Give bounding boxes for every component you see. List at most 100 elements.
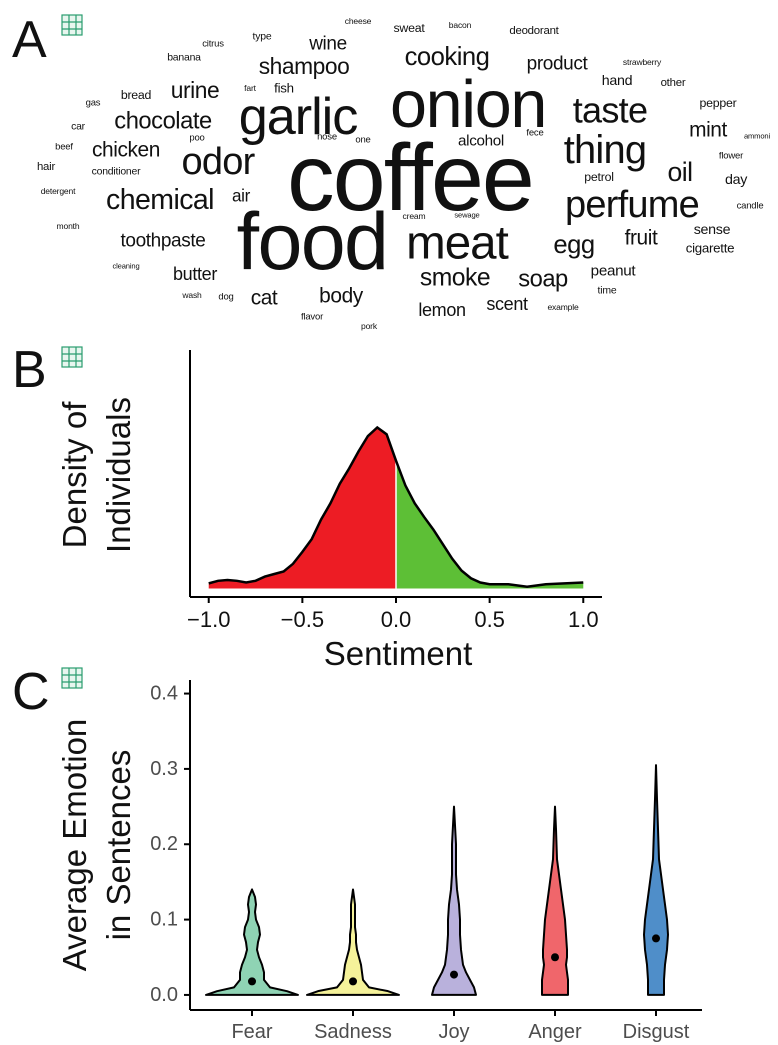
word: dog xyxy=(218,292,233,303)
x-axis-label: Sentiment xyxy=(324,635,473,672)
icon xyxy=(61,14,83,689)
violin xyxy=(643,764,669,996)
x-tick-label: −0.5 xyxy=(281,607,324,632)
word: sweat xyxy=(393,21,425,35)
word: gas xyxy=(86,98,101,109)
word: strawberry xyxy=(623,57,662,67)
word: hair xyxy=(37,161,56,173)
x-tick-label: Sadness xyxy=(314,1021,392,1043)
x-tick-label: 0.5 xyxy=(474,607,505,632)
panel-label: B xyxy=(12,341,47,399)
density-line xyxy=(208,425,584,589)
y-axis-label: in Sentences xyxy=(100,750,137,941)
mean-dot xyxy=(551,953,559,962)
word: time xyxy=(598,286,617,297)
x-tick-label: Joy xyxy=(438,1021,469,1043)
word: other xyxy=(661,77,686,89)
y-axis-label: Average Emotion xyxy=(56,719,93,972)
word: chicken xyxy=(92,139,160,162)
word: peanut xyxy=(591,263,637,280)
y-tick-label: 0.1 xyxy=(150,909,178,931)
word: coffee xyxy=(287,125,533,231)
word: food xyxy=(237,197,388,287)
word: cream xyxy=(403,211,426,221)
mean-dot xyxy=(450,970,458,979)
word: candle xyxy=(737,201,764,212)
word: sense xyxy=(694,222,731,238)
word: type xyxy=(253,32,272,43)
word: flower xyxy=(719,151,743,162)
word: detergent xyxy=(41,186,76,196)
word: ammoni xyxy=(744,132,771,141)
word: egg xyxy=(553,231,594,259)
word: deodorant xyxy=(509,25,559,37)
violin xyxy=(205,888,299,996)
word: alcohol xyxy=(458,133,504,150)
word: wash xyxy=(181,290,202,300)
y-tick-label: 0.0 xyxy=(150,984,178,1006)
word: bacon xyxy=(449,20,472,30)
x-tick-label: Fear xyxy=(231,1021,272,1043)
word: fruit xyxy=(625,227,658,250)
x-tick-label: Anger xyxy=(528,1021,582,1043)
violin xyxy=(306,888,400,996)
word: butter xyxy=(173,264,217,284)
violin xyxy=(431,805,477,996)
word: chocolate xyxy=(114,108,212,135)
word: pork xyxy=(361,321,378,331)
mean-dot xyxy=(248,977,256,986)
word: fish xyxy=(274,81,294,96)
word: toothpaste xyxy=(121,231,206,252)
word: scent xyxy=(486,294,528,314)
panel-label: A xyxy=(12,11,47,69)
word: conditioner xyxy=(92,167,141,178)
word: cat xyxy=(251,287,278,310)
word: perfume xyxy=(565,184,699,226)
word: example xyxy=(547,302,579,312)
word: wine xyxy=(308,34,347,55)
word: product xyxy=(527,54,589,75)
word: odor xyxy=(181,141,255,183)
y-tick-label: 0.4 xyxy=(150,683,178,705)
violin xyxy=(541,805,569,996)
word: oil xyxy=(667,157,692,187)
panel-label: C xyxy=(12,663,50,721)
x-tick-label: −1.0 xyxy=(187,607,230,632)
word: bread xyxy=(121,88,152,102)
word: cigarette xyxy=(686,241,735,256)
mean-dot xyxy=(349,977,357,986)
word: pepper xyxy=(700,96,737,110)
word: chemical xyxy=(106,184,214,216)
negative-area xyxy=(208,427,396,589)
word: mint xyxy=(689,119,727,142)
word: petrol xyxy=(584,170,613,184)
word: cleaning xyxy=(112,262,139,271)
word: one xyxy=(355,135,370,146)
mean-dot xyxy=(652,934,660,943)
word: poo xyxy=(189,133,204,144)
word: hand xyxy=(602,73,633,89)
word: month xyxy=(57,221,80,231)
positive-area xyxy=(396,460,584,589)
word: body xyxy=(319,285,364,308)
word: shampoo xyxy=(259,53,350,79)
word: fece xyxy=(526,128,543,139)
word: car xyxy=(71,122,86,133)
y-tick-label: 0.2 xyxy=(150,833,178,855)
y-tick-label: 0.3 xyxy=(150,758,178,780)
word: urine xyxy=(171,77,219,103)
word: banana xyxy=(167,53,201,64)
word: taste xyxy=(573,90,648,131)
word: onion xyxy=(390,68,546,142)
word: air xyxy=(232,187,251,206)
x-tick-label: 1.0 xyxy=(568,607,599,632)
word: smoke xyxy=(420,265,490,292)
word: citrus xyxy=(202,39,224,50)
word: meat xyxy=(406,217,509,270)
word: sewage xyxy=(454,211,479,220)
word: cheese xyxy=(345,16,372,26)
word: soap xyxy=(518,266,568,293)
word: garlic xyxy=(239,88,358,146)
word: lemon xyxy=(418,300,465,320)
word: thing xyxy=(564,128,647,172)
